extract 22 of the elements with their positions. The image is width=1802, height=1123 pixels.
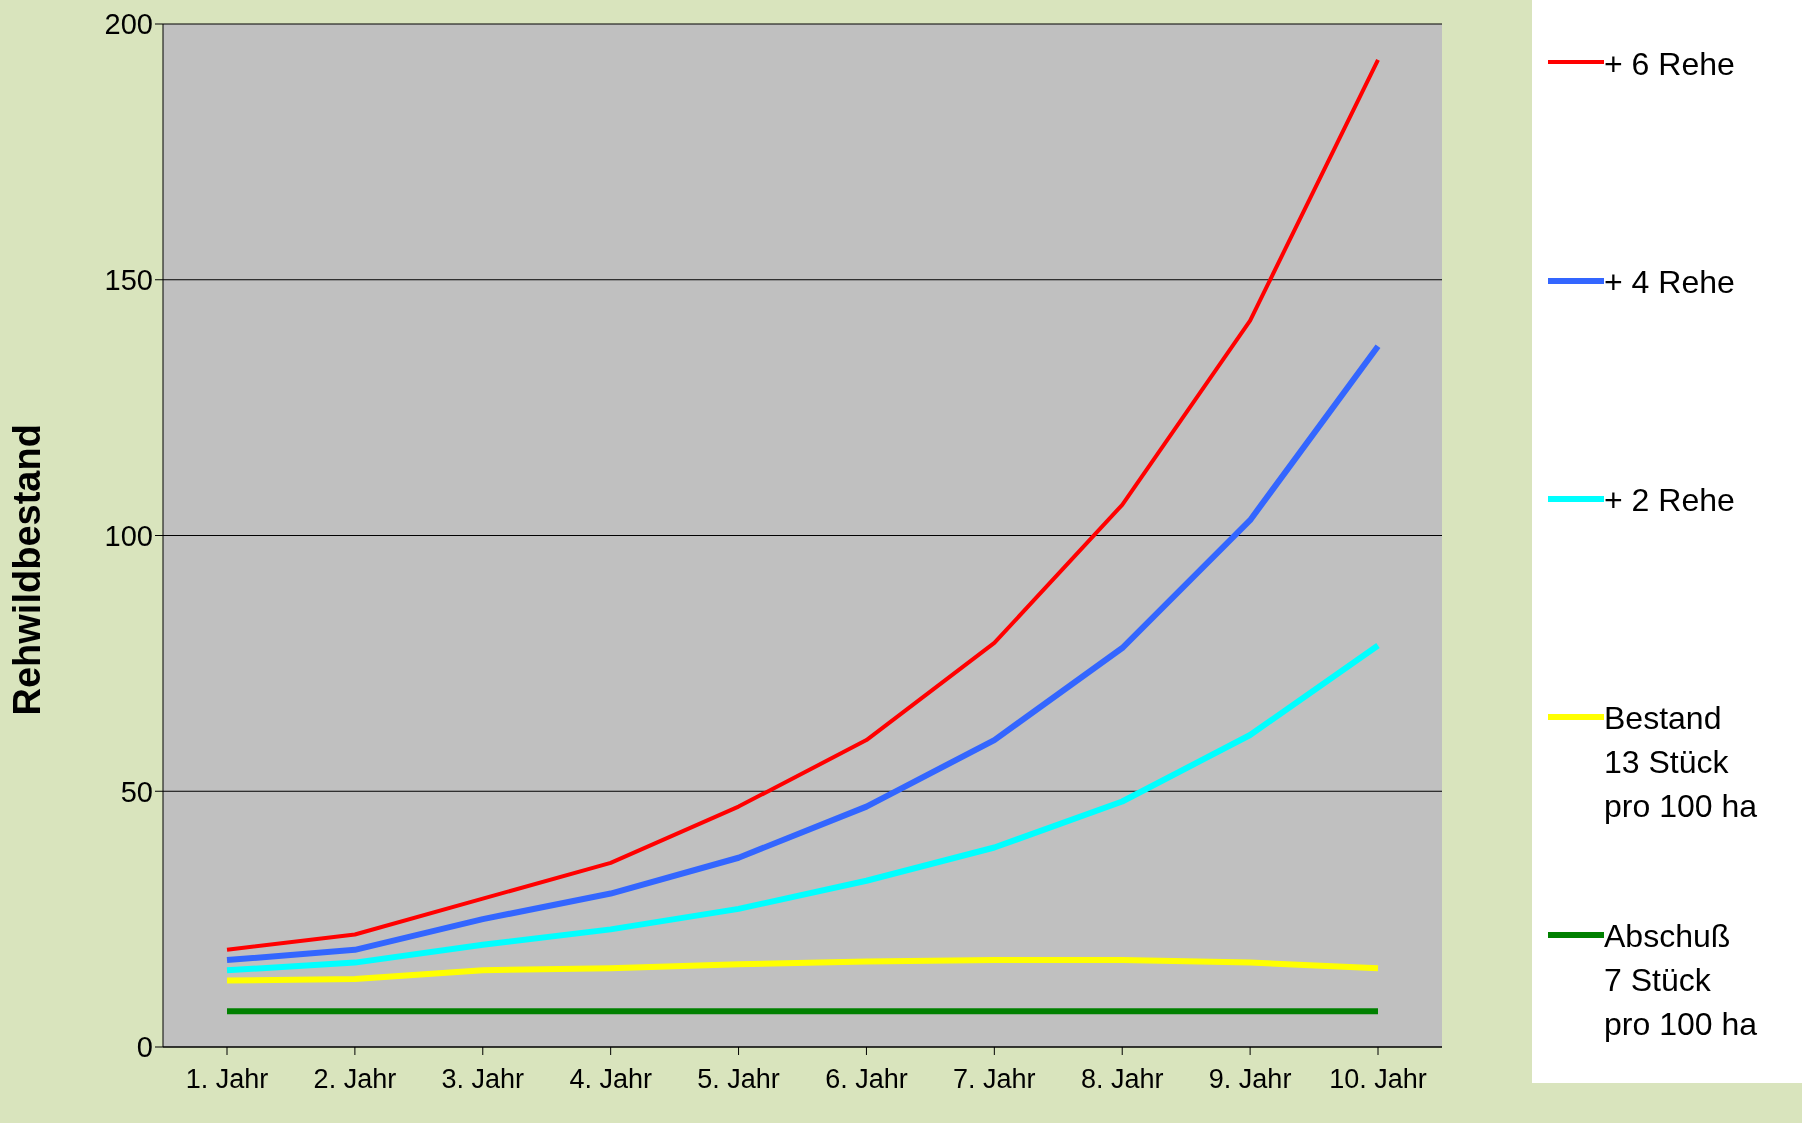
legend-label: Bestand 13 Stück pro 100 ha [1604, 699, 1758, 826]
y-tick-label: 200 [104, 8, 153, 41]
legend-label: Abschuß 7 Stück pro 100 ha [1604, 917, 1758, 1044]
x-tick-label: 7. Jahr [953, 1064, 1036, 1095]
legend-label: + 2 Rehe [1604, 481, 1735, 520]
y-axis-title: Rehwildbestand [6, 424, 49, 716]
x-tick-label: 1. Jahr [185, 1064, 269, 1095]
y-tick-label: 150 [104, 264, 153, 297]
x-tick-label: 8. Jahr [1080, 1064, 1164, 1095]
x-tick-label: 9. Jahr [1208, 1064, 1292, 1095]
y-tick-label: 100 [104, 519, 153, 552]
y-tick-label: 50 [120, 775, 153, 808]
x-tick-label: 6. Jahr [825, 1064, 908, 1095]
x-tick-label: 5. Jahr [697, 1064, 780, 1095]
line-series [225, 57, 1380, 952]
y-tick-label: 0 [136, 1031, 153, 1064]
legend-label: + 6 Rehe [1604, 45, 1735, 84]
x-tick-label: 2. Jahr [313, 1064, 397, 1095]
x-tick-label: 4. Jahr [569, 1064, 652, 1095]
x-tick-label: 10. Jahr [1329, 1064, 1427, 1095]
x-tick-label: 3. Jahr [441, 1064, 525, 1095]
legend-label: + 4 Rehe [1604, 263, 1735, 302]
